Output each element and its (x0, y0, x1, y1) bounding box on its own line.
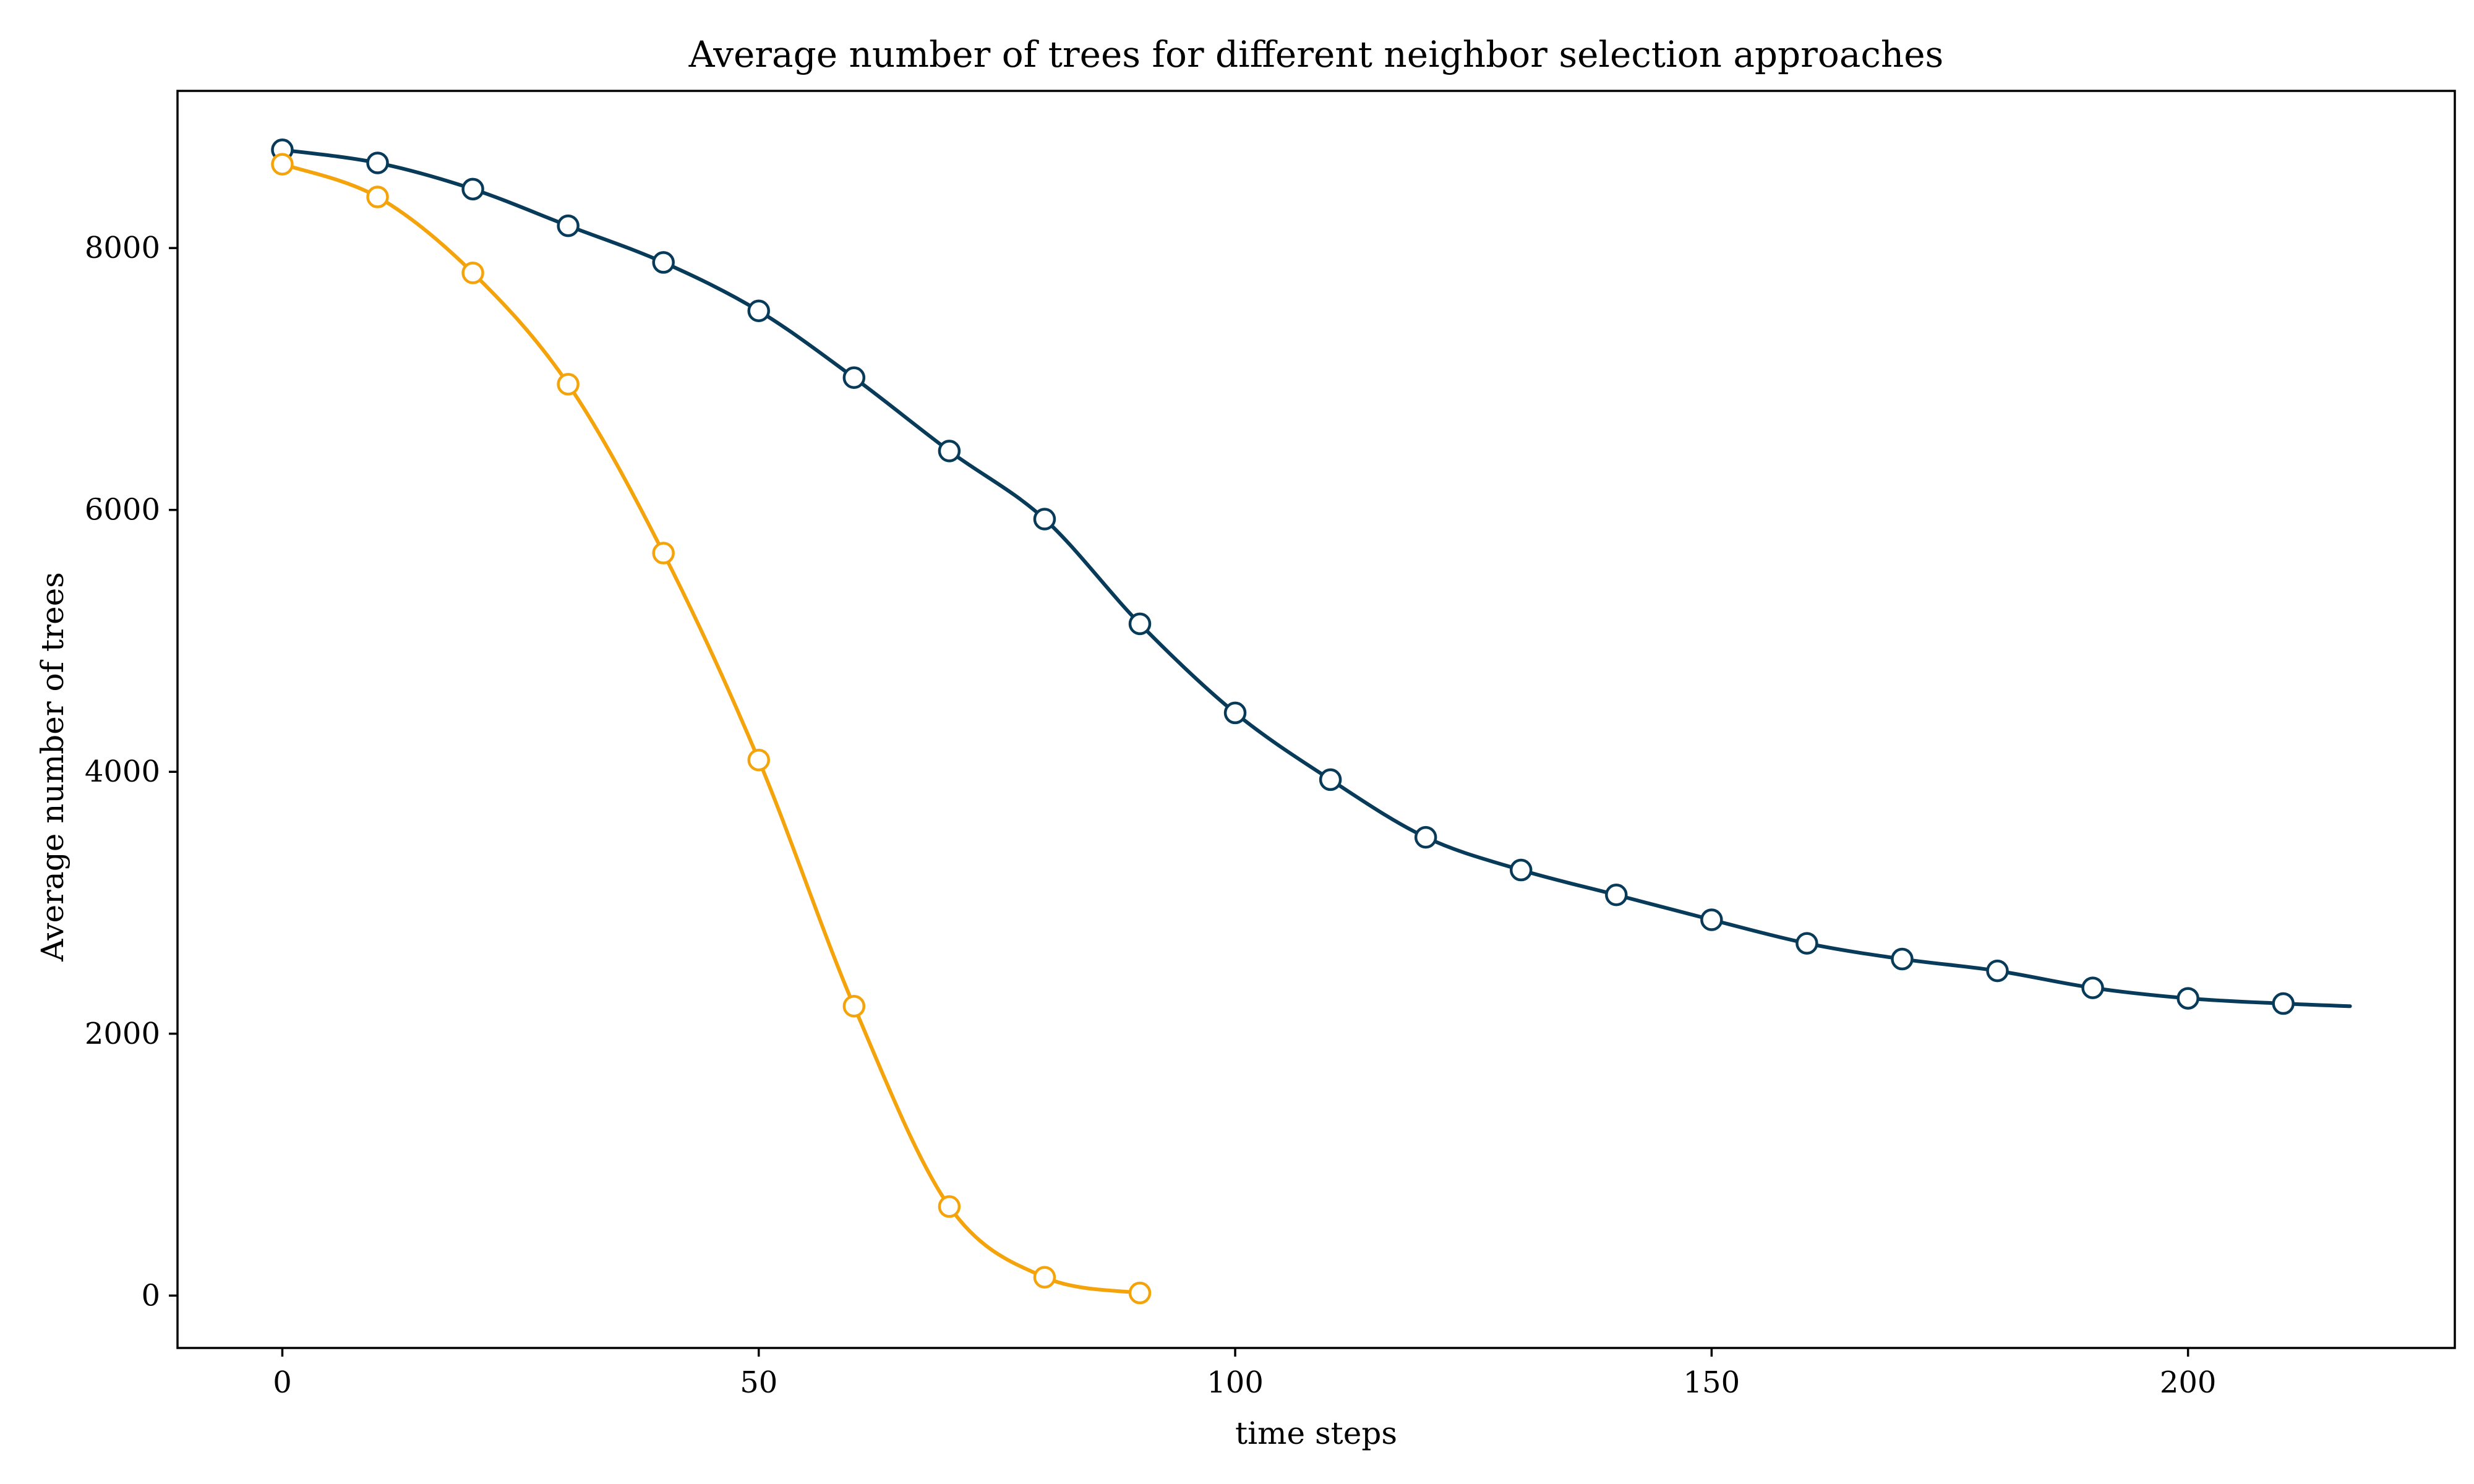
data-point (1700, 908, 1723, 931)
data-point (652, 251, 675, 274)
data-point (366, 151, 389, 174)
series-2 (271, 153, 1152, 1305)
series-layer (271, 139, 2352, 1305)
series-line (280, 148, 2352, 1009)
plot-frame (176, 90, 2456, 1349)
x-tick-label: 50 (740, 1365, 777, 1400)
data-point (1986, 959, 2009, 983)
data-point (1128, 612, 1152, 636)
x-tick-label: 150 (1684, 1365, 1740, 1400)
data-point (1509, 858, 1533, 882)
y-tick-label: 2000 (85, 1017, 160, 1051)
data-point (652, 542, 675, 565)
data-point (271, 153, 294, 176)
data-point (366, 186, 389, 208)
data-point (842, 995, 866, 1018)
data-point (557, 373, 580, 396)
data-point (1223, 701, 1247, 725)
y-tick-label: 8000 (85, 231, 160, 265)
data-point (842, 366, 866, 390)
data-point (2272, 992, 2295, 1015)
x-tick-label: 0 (273, 1365, 292, 1400)
series-line (280, 162, 1142, 1295)
y-tick-label: 4000 (85, 754, 160, 789)
y-tick-label: 0 (141, 1278, 160, 1313)
data-point (2177, 987, 2199, 1010)
data-point (938, 440, 961, 463)
data-point (1033, 508, 1056, 531)
data-point (2081, 976, 2104, 999)
data-point (1414, 825, 1437, 849)
x-axis-label: time steps (1235, 1415, 1397, 1451)
data-point (747, 299, 771, 323)
x-tick-label: 100 (1207, 1365, 1264, 1400)
chart-title: Average number of trees for different ne… (688, 33, 1944, 75)
data-point (747, 748, 771, 772)
data-point (1128, 1281, 1152, 1305)
y-axis-label: Average number of trees (35, 572, 71, 962)
data-point (1319, 768, 1342, 791)
data-point (1605, 884, 1628, 906)
data-point (461, 262, 484, 284)
series-1 (271, 139, 2352, 1015)
data-point (557, 214, 580, 237)
x-tick-label: 200 (2160, 1365, 2217, 1400)
data-point (461, 177, 484, 201)
y-tick-label: 6000 (85, 493, 160, 527)
data-point (1033, 1266, 1056, 1289)
data-point (1891, 947, 1914, 971)
data-point (938, 1195, 961, 1218)
data-point (1796, 932, 1818, 955)
